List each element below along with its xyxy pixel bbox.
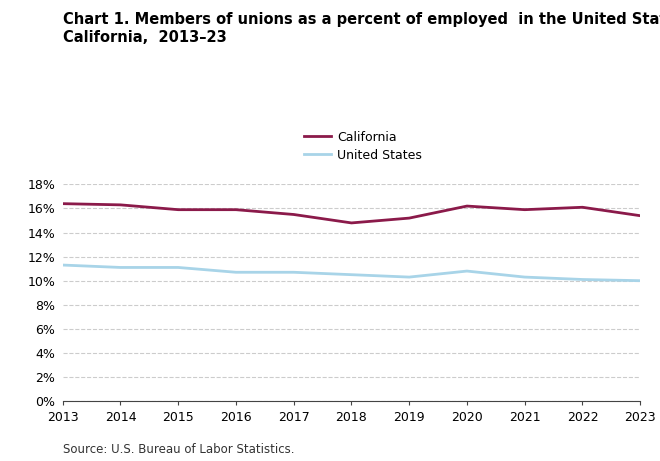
Text: Chart 1. Members of unions as a percent of employed  in the United States and
Ca: Chart 1. Members of unions as a percent … xyxy=(63,12,660,45)
Line: California: California xyxy=(63,204,640,223)
California xyxy=(463,203,471,209)
United States xyxy=(636,278,644,284)
California xyxy=(174,207,182,213)
California xyxy=(290,212,298,217)
California xyxy=(521,207,529,213)
United States xyxy=(116,265,124,270)
United States xyxy=(463,268,471,274)
United States xyxy=(347,272,355,278)
California xyxy=(59,201,67,207)
United States xyxy=(405,274,413,280)
Legend: California, United States: California, United States xyxy=(299,126,427,166)
California xyxy=(405,215,413,221)
California xyxy=(232,207,240,213)
United States xyxy=(290,270,298,275)
California xyxy=(347,220,355,226)
California xyxy=(636,213,644,219)
Line: United States: United States xyxy=(63,265,640,281)
United States xyxy=(174,265,182,270)
California xyxy=(116,202,124,207)
United States xyxy=(59,262,67,268)
United States xyxy=(232,270,240,275)
United States xyxy=(521,274,529,280)
California xyxy=(578,205,586,210)
Text: Source: U.S. Bureau of Labor Statistics.: Source: U.S. Bureau of Labor Statistics. xyxy=(63,443,294,456)
United States xyxy=(578,277,586,282)
